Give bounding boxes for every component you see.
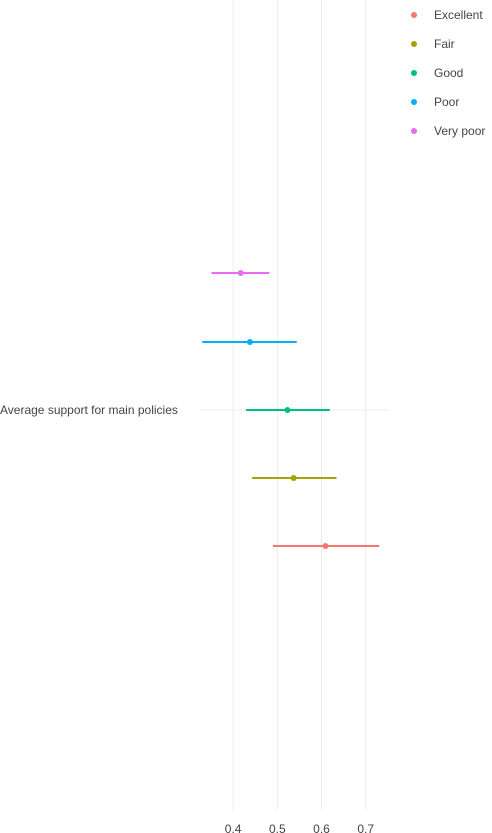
legend-item: Very poor [411,124,485,138]
x-tick-label: 0.6 [313,822,330,833]
x-tick-label: 0.7 [357,822,374,833]
data-point [237,270,244,276]
series-fair [252,475,337,481]
legend-label: Very poor [434,124,485,138]
category-label: Average support for main policies [0,403,178,417]
legend-item: Poor [411,95,459,109]
legend-label: Excellent [434,8,483,22]
chart-marks [202,270,380,549]
x-axis: 0.4 0.5 0.6 0.7 [225,822,375,833]
data-point [322,543,329,549]
legend-marker [411,99,417,105]
series-very-poor [211,270,270,276]
legend-item: Fair [411,37,455,51]
legend-marker [411,12,417,18]
data-point [290,475,297,481]
series-excellent [272,543,380,549]
x-tick-label: 0.5 [269,822,286,833]
legend-item: Excellent [411,8,483,22]
grid [200,0,390,810]
legend-item: Good [411,66,463,80]
legend-marker [411,128,417,134]
legend-marker [411,70,417,76]
legend: Excellent Fair Good Poor Very poor [411,8,485,138]
data-point [284,407,291,413]
legend-marker [411,41,417,47]
legend-label: Good [434,66,463,80]
legend-label: Poor [434,95,459,109]
series-good [245,407,330,413]
legend-label: Fair [434,37,455,51]
series-poor [202,339,297,345]
data-point [246,339,253,345]
x-tick-label: 0.4 [225,822,242,833]
